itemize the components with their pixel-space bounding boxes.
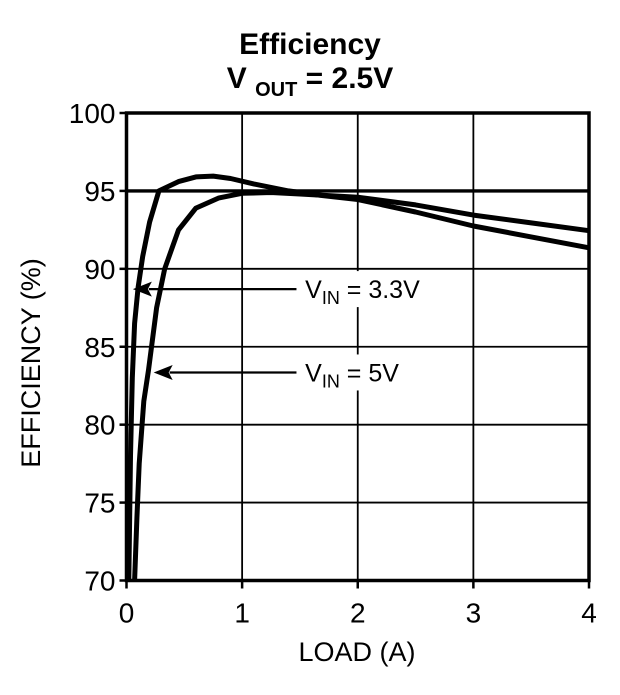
- annotation-label-rest: = 5V: [340, 359, 399, 387]
- annotation-label-subscript: IN: [322, 371, 340, 391]
- plot-frame: [124, 111, 591, 583]
- annotation-label: VIN = 5V: [305, 359, 399, 391]
- annotation-label-prefix: V: [305, 359, 322, 387]
- series-lines: [126, 173, 590, 581]
- x-tick-label: 3: [466, 598, 482, 629]
- y-tick-label: 90: [84, 254, 115, 285]
- chart-title: Efficiency: [239, 28, 381, 61]
- series-line: [132, 190, 590, 581]
- y-tick-label: 75: [84, 488, 115, 519]
- y-tick-label: 80: [84, 410, 115, 441]
- annotation-label-subscript: IN: [322, 288, 340, 308]
- annotation-label: VIN = 3.3V: [305, 276, 420, 308]
- annotation-background: [300, 271, 439, 308]
- subtitle-rest: = 2.5V: [306, 62, 394, 95]
- x-tick-label: 1: [234, 598, 250, 629]
- annotation-label-prefix: V: [305, 276, 322, 304]
- x-axis-label: LOAD (A): [298, 637, 415, 667]
- y-axis-label: EFFICIENCY (%): [16, 258, 46, 468]
- y-tick-label: 95: [84, 176, 115, 207]
- subtitle-subscript: OUT: [255, 79, 297, 101]
- series-line: [126, 173, 590, 581]
- annotation-arrowhead: [153, 364, 173, 380]
- y-tick-label: 100: [69, 98, 116, 129]
- y-tick-label: 85: [84, 332, 115, 363]
- x-tick-label: 2: [350, 598, 366, 629]
- y-tick-label: 70: [84, 566, 115, 597]
- tick-labels: 0 1 2 3 4 70 75 80 85 90 95 100: [69, 98, 597, 629]
- chart-subtitle: V OUT = 2.5V: [227, 62, 394, 103]
- subtitle-prefix: V: [227, 62, 247, 95]
- annotation-background: [300, 354, 415, 391]
- annotation-arrowhead: [132, 281, 152, 297]
- gridlines: [126, 113, 589, 581]
- x-tick-label: 0: [119, 598, 135, 629]
- annotation-label-rest: = 3.3V: [340, 276, 420, 304]
- x-tick-label: 4: [581, 598, 597, 629]
